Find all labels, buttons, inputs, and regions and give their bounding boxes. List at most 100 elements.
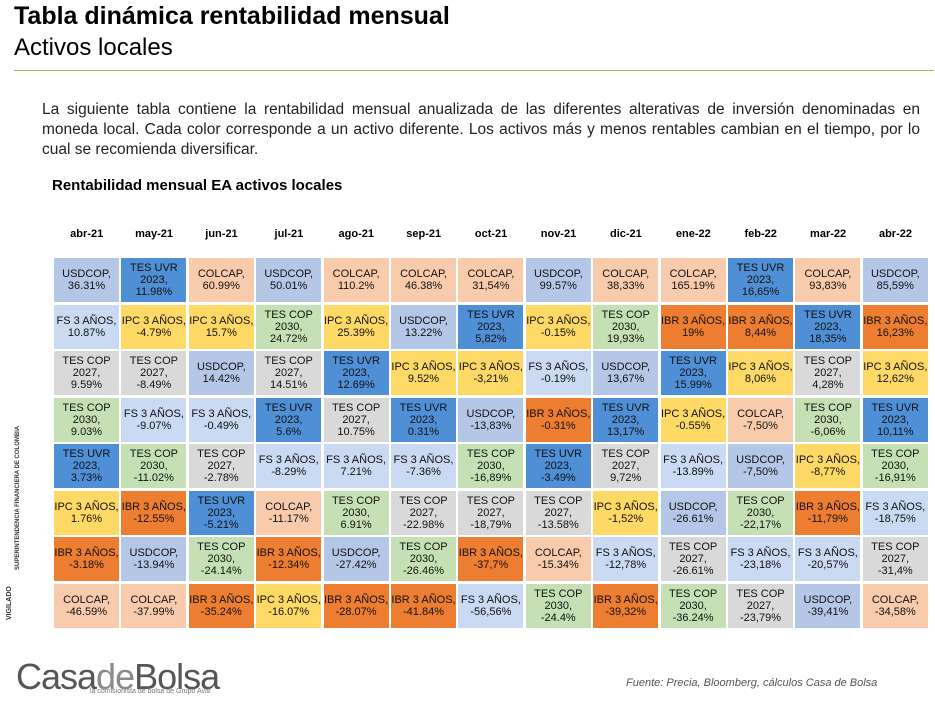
- return-cell-line: IBR 3 AÑOS,: [728, 314, 793, 327]
- return-cell-line: 2030,: [207, 553, 236, 565]
- return-cell-line: -26.46%: [403, 565, 444, 577]
- return-cell-text: COLCAP, 38,33%: [602, 268, 649, 292]
- return-cell-text: TES UVR 2023, 18,35%: [804, 309, 852, 345]
- return-cell-line: TES COP: [601, 448, 650, 460]
- return-cell: TES UVR 2023, 5.6%: [255, 396, 323, 443]
- return-cell-line: IBR 3 AÑOS,: [593, 593, 658, 606]
- returns-grid: USDCOP, 36.31% TES UVR 2023, 11.98% COLCAP, 60…: [53, 257, 929, 629]
- return-cell-text: USDCOP, 99.57%: [534, 268, 583, 292]
- return-cell: USDCOP, -13,83%: [457, 396, 525, 443]
- return-cell-text: FS 3 AÑOS, -20,57%: [798, 547, 858, 571]
- return-cell-line: FS 3 AÑOS,: [393, 454, 454, 466]
- return-cell-line: 11.98%: [135, 286, 173, 298]
- return-cell-text: IBR 3 AÑOS, -12.55%: [122, 501, 186, 525]
- return-cell-line: -13.94%: [133, 559, 175, 571]
- return-cell-line: 19%: [682, 326, 705, 339]
- return-cell-text: FS 3 AÑOS, -8.29%: [259, 454, 319, 478]
- return-cell-line: 2027,: [409, 506, 438, 519]
- return-cell-text: IPC 3 AÑOS, -4.79%: [122, 315, 186, 339]
- return-cell-text: COLCAP, 93,83%: [804, 268, 851, 292]
- casadebolsa-logo: CasadeBolsa: [16, 656, 220, 698]
- return-cell-text: IPC 3 AÑOS, -16.07%: [257, 594, 321, 618]
- return-cell-line: -27.42%: [335, 559, 377, 571]
- return-cell-text: TES UVR 2023, 10,11%: [871, 402, 919, 438]
- return-cell-text: USDCOP, 14.42%: [197, 361, 246, 385]
- return-cell-text: TES COP 2030, -36.24%: [669, 588, 717, 624]
- return-cell-line: TES COP: [264, 308, 313, 321]
- return-cell: IBR 3 AÑOS, -39,32%: [592, 582, 660, 629]
- return-cell-line: -8,77%: [810, 466, 846, 478]
- month-header: feb-22: [744, 228, 777, 240]
- return-cell-line: 2023,: [477, 320, 505, 333]
- return-cell: TES UVR 2023, 11.98%: [120, 257, 188, 303]
- return-cell: TES COP 2030, -16,91%: [861, 443, 929, 489]
- return-cell-text: IPC 3 AÑOS, 8,06%: [728, 361, 792, 385]
- return-cell-line: FS 3 AÑOS,: [865, 500, 926, 513]
- return-cell-line: TES COP: [399, 541, 448, 553]
- month-header: ago-21: [338, 228, 375, 240]
- return-cell-line: -8.29%: [271, 466, 307, 478]
- return-cell-line: TES UVR: [467, 308, 515, 321]
- return-cell-line: -20,57%: [807, 559, 849, 571]
- return-cell-line: USDCOP,: [668, 500, 718, 513]
- return-cell-text: FS 3 AÑOS, -9.07%: [124, 408, 184, 432]
- return-cell: IBR 3 AÑOS, -12.34%: [255, 536, 323, 582]
- return-cell: USDCOP, -7,50%: [727, 443, 794, 489]
- return-cell-line: 14.51%: [270, 379, 308, 391]
- return-cell-text: COLCAP, 46.38%: [400, 268, 447, 292]
- return-cell-line: 25.39%: [337, 326, 375, 339]
- return-cell-text: IBR 3 AÑOS, -41.84%: [391, 594, 455, 618]
- return-cell-line: 2023,: [342, 367, 370, 379]
- return-cell-line: 2027,: [679, 553, 707, 565]
- return-cell-line: 12,62%: [876, 373, 914, 385]
- return-cell: TES UVR 2023, 0.31%: [390, 396, 457, 443]
- return-cell-line: TES UVR: [332, 355, 380, 367]
- return-cell-line: 5.6%: [276, 425, 302, 438]
- return-cell-text: IPC 3 AÑOS, 9.52%: [391, 361, 455, 385]
- return-cell: TES UVR 2023, 15.99%: [659, 350, 727, 396]
- return-cell-line: -7,50%: [743, 466, 778, 478]
- return-cell: TES COP 2030, -6,06%: [794, 396, 862, 443]
- return-cell-text: TES COP 2027, -23,79%: [736, 588, 784, 624]
- return-cell-text: IPC 3 AÑOS, -1,52%: [594, 501, 658, 525]
- return-cell: COLCAP, 31,54%: [457, 257, 525, 303]
- return-cell-line: -39,41%: [807, 605, 849, 618]
- return-cell-line: TES COP: [197, 541, 246, 553]
- return-cell-line: TES UVR: [264, 401, 313, 414]
- return-cell-line: TES UVR: [669, 355, 717, 367]
- month-header: abr-22: [878, 228, 912, 240]
- return-cell: TES COP 2027, -26.61%: [659, 536, 727, 582]
- return-cell-line: 2023,: [881, 413, 910, 426]
- return-cell-line: -23,79%: [740, 611, 781, 624]
- return-cell-line: 60.99%: [202, 280, 240, 292]
- return-cell-line: 2023,: [679, 367, 707, 379]
- return-cell-line: TES COP: [197, 448, 246, 460]
- return-cell-text: FS 3 AÑOS, -23,18%: [731, 547, 791, 571]
- return-cell-line: 2027,: [207, 460, 236, 472]
- return-cell-text: COLCAP, 165.19%: [670, 268, 717, 292]
- return-cell-line: -26.61%: [672, 512, 714, 525]
- return-cell-line: -16,91%: [874, 472, 916, 484]
- return-cell-line: 38,33%: [607, 280, 645, 292]
- return-cell-line: 2030,: [746, 506, 775, 519]
- return-cell-line: TES UVR: [197, 494, 246, 507]
- return-cell-line: -3.18%: [69, 559, 104, 571]
- return-cell-line: 1.76%: [70, 512, 103, 525]
- return-cell-line: IPC 3 AÑOS,: [121, 314, 186, 327]
- return-cell: COLCAP, -11.17%: [255, 489, 323, 536]
- return-cell-line: COLCAP,: [130, 593, 178, 606]
- return-cell-text: COLCAP, -46.59%: [63, 594, 110, 618]
- return-cell-text: TES COP 2027, -18,79%: [467, 495, 515, 531]
- return-cell-line: COLCAP,: [332, 268, 380, 280]
- return-cell-text: COLCAP, -37.99%: [130, 594, 177, 618]
- return-cell-line: -4.79%: [136, 326, 172, 339]
- return-cell-line: -31,4%: [877, 565, 913, 577]
- return-cell: COLCAP, 165.19%: [659, 257, 727, 303]
- return-cell-line: USDCOP,: [331, 547, 381, 559]
- return-cell: TES UVR 2023, -3.49%: [524, 443, 592, 489]
- return-cell: TES COP 2027, 14.51%: [255, 350, 323, 396]
- return-cell-text: COLCAP, -34,58%: [872, 594, 919, 618]
- table-title: Rentabilidad mensual EA activos locales: [52, 177, 343, 194]
- return-cell-line: IPC 3 AÑOS,: [54, 500, 119, 513]
- return-cell-line: TES UVR: [804, 308, 852, 321]
